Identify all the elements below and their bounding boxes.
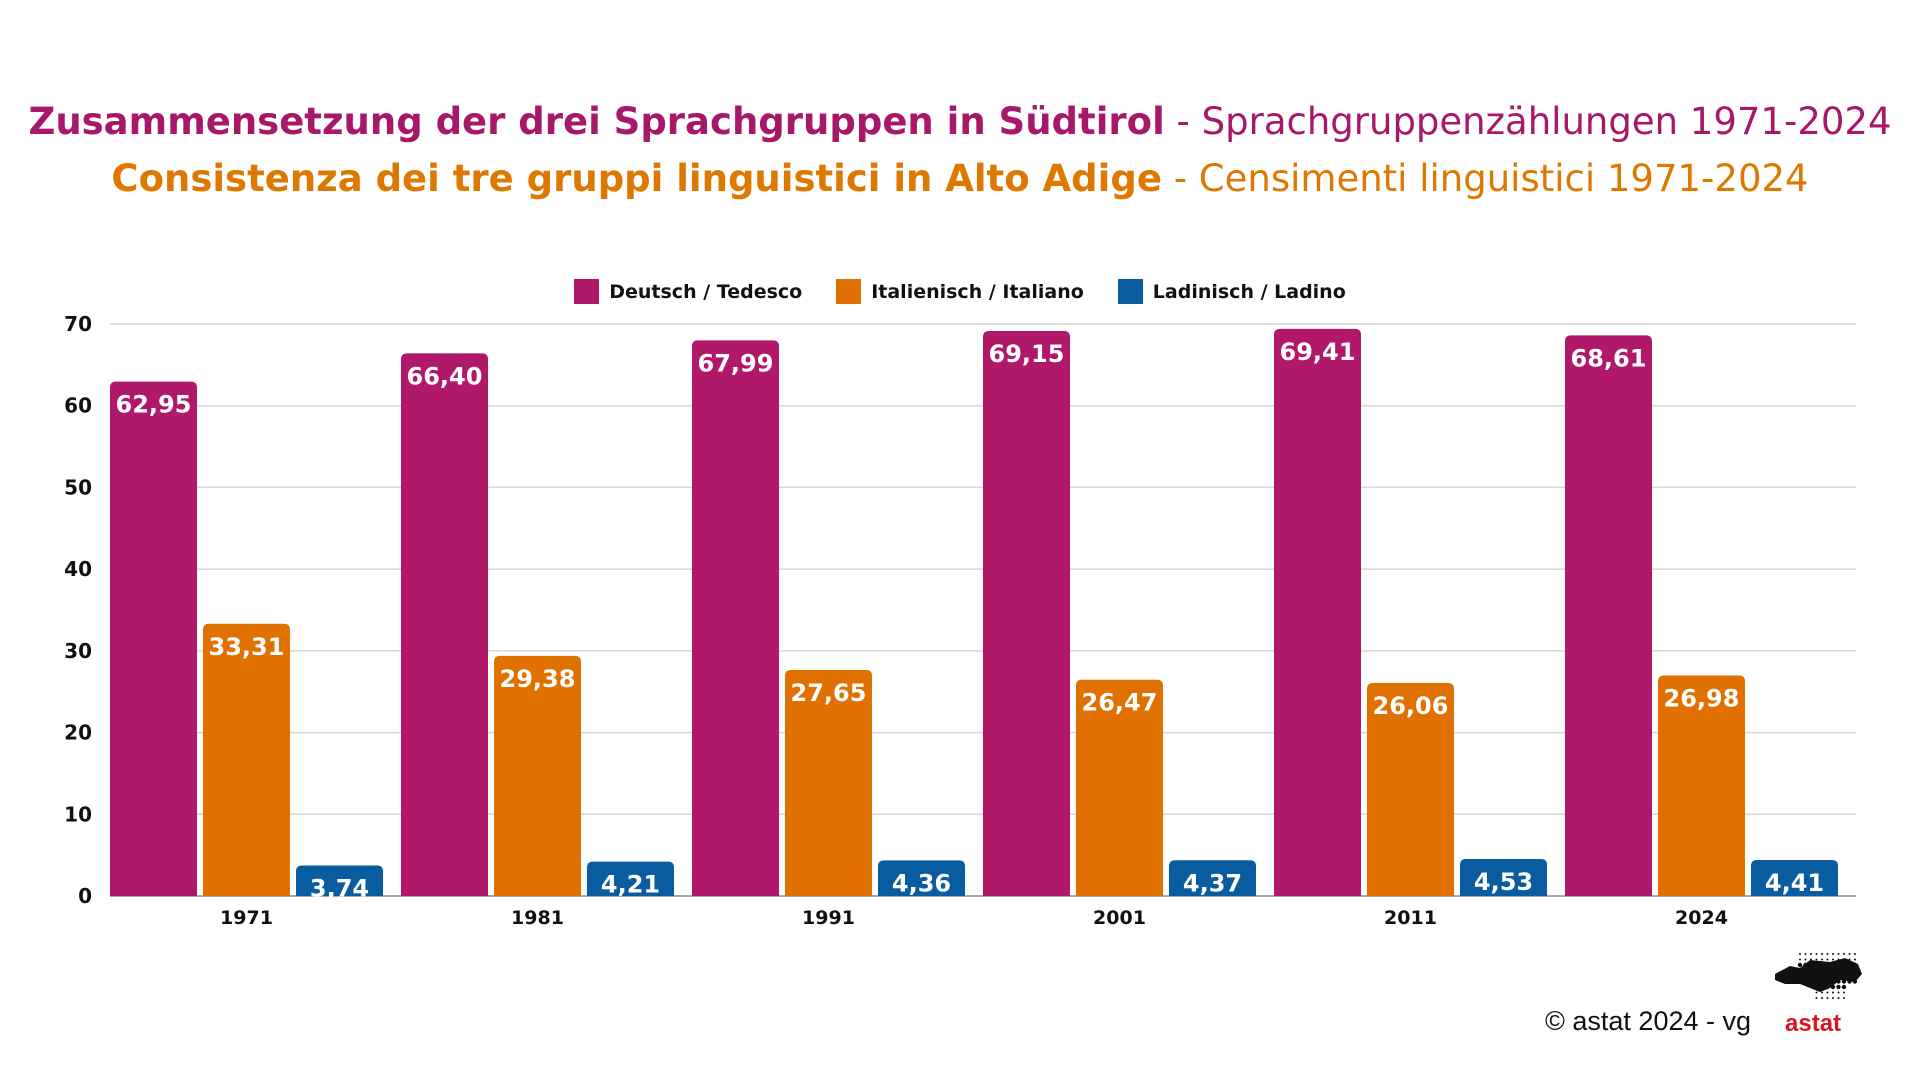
title-italian: Consistenza dei tre gruppi linguistici i… xyxy=(0,157,1920,200)
y-tick-label: 70 xyxy=(64,312,92,336)
legend-item-italian: Italienisch / Italiano xyxy=(836,279,1084,304)
title-german-main: Zusammensetzung der drei Sprachgruppen i… xyxy=(28,100,1165,143)
data-label: 4,41 xyxy=(1765,869,1824,897)
y-tick-label: 40 xyxy=(64,557,92,581)
bar xyxy=(878,860,965,896)
legend-label: Italienisch / Italiano xyxy=(871,280,1084,303)
bar xyxy=(1274,328,1361,896)
legend-label: Ladinisch / Ladino xyxy=(1152,280,1346,303)
legend-swatch xyxy=(1117,279,1143,304)
y-tick-label: 60 xyxy=(64,394,92,418)
x-tick-label: 2011 xyxy=(1384,907,1437,929)
data-label: 69,41 xyxy=(1280,338,1356,366)
bar xyxy=(1751,859,1838,896)
x-tick-label: 1981 xyxy=(511,907,564,929)
legend: Deutsch / Tedesco Italienisch / Italiano… xyxy=(0,279,1920,304)
data-label: 26,47 xyxy=(1082,689,1158,717)
data-label: 4,21 xyxy=(601,871,660,899)
data-label: 3,74 xyxy=(310,874,369,902)
bar xyxy=(1565,335,1652,896)
bar xyxy=(587,861,674,896)
bar xyxy=(1367,683,1454,896)
data-label: 68,61 xyxy=(1571,344,1647,372)
bar xyxy=(296,865,383,896)
x-tick-label: 2024 xyxy=(1675,907,1728,929)
data-label: 66,40 xyxy=(407,362,483,390)
astat-logo-icon xyxy=(1775,953,1862,999)
data-label: 27,65 xyxy=(791,679,867,707)
bar xyxy=(1460,858,1547,896)
data-label: 33,31 xyxy=(209,633,285,661)
bar xyxy=(785,670,872,896)
y-tick-label: 50 xyxy=(64,475,92,499)
legend-swatch xyxy=(574,279,600,304)
bar xyxy=(494,655,581,896)
bar xyxy=(983,330,1070,897)
y-tick-label: 10 xyxy=(64,802,92,826)
y-tick-label: 20 xyxy=(64,721,92,745)
legend-swatch xyxy=(836,279,862,304)
data-label: 67,99 xyxy=(698,349,774,377)
x-tick-label: 1991 xyxy=(802,907,855,929)
copyright: © astat 2024 - vg xyxy=(1545,1006,1752,1036)
data-label: 26,98 xyxy=(1664,685,1740,713)
astat-logo-text: astat xyxy=(1785,1010,1842,1037)
bar xyxy=(1658,675,1745,896)
x-tick-label: 2001 xyxy=(1093,907,1146,929)
legend-label: Deutsch / Tedesco xyxy=(609,280,803,303)
data-label: 62,95 xyxy=(116,391,192,419)
bar xyxy=(110,381,197,896)
bar xyxy=(401,353,488,897)
y-tick-label: 30 xyxy=(64,639,92,663)
legend-item-ladin: Ladinisch / Ladino xyxy=(1117,279,1346,304)
bar xyxy=(1169,860,1256,896)
data-label: 4,36 xyxy=(892,869,951,897)
legend-item-german: Deutsch / Tedesco xyxy=(574,279,802,304)
bar xyxy=(692,340,779,896)
x-tick-label: 1971 xyxy=(220,907,273,929)
data-label: 26,06 xyxy=(1373,692,1449,720)
data-label: 29,38 xyxy=(500,665,576,693)
title-german: Zusammensetzung der drei Sprachgruppen i… xyxy=(0,100,1920,143)
data-label: 4,37 xyxy=(1183,869,1242,897)
title-german-sub: - Sprachgruppenzählungen 1971-2024 xyxy=(1164,100,1892,143)
data-label: 4,53 xyxy=(1474,868,1533,896)
title-italian-sub: - Censimenti linguistici 1971-2024 xyxy=(1161,157,1809,200)
title-italian-main: Consistenza dei tre gruppi linguistici i… xyxy=(111,157,1162,200)
bar xyxy=(1076,679,1163,896)
bar xyxy=(203,623,290,896)
y-tick-label: 0 xyxy=(78,884,92,908)
data-label: 69,15 xyxy=(989,340,1065,368)
